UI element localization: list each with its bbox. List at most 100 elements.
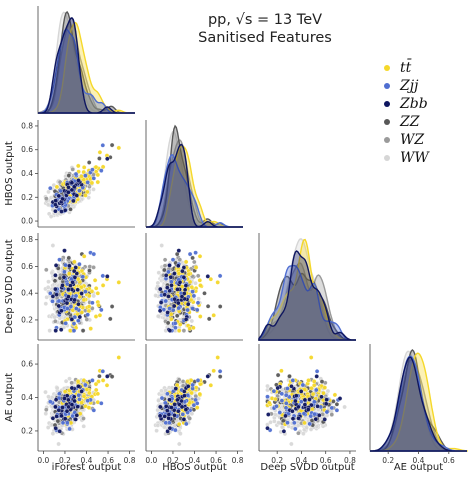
scatter-point-ww — [178, 431, 183, 436]
scatter-point-wz — [87, 264, 93, 269]
scatter-point-zjj — [77, 397, 82, 402]
scatter-point-zjj — [170, 257, 176, 262]
scatter-point-zbb — [58, 327, 64, 332]
scatter-point-wz — [53, 319, 58, 324]
scatter-point-ww — [189, 318, 195, 324]
scatter-point-zbb — [176, 248, 182, 253]
scatter-point-zz — [217, 304, 223, 309]
scatter-point-zbb — [59, 209, 64, 214]
scatter-point-ww — [86, 195, 91, 200]
scatter-point-zjj — [67, 426, 72, 432]
scatter-point-zbb — [50, 416, 56, 421]
scatter-point-zjj — [77, 188, 82, 193]
scatter-point-zbb — [167, 328, 173, 333]
scatter-point-zbb — [53, 208, 58, 214]
scatter-point-zbb — [176, 263, 181, 269]
scatter-point-tt — [186, 271, 192, 277]
scatter-point-tt — [95, 291, 101, 296]
scatter-point-zbb — [66, 404, 71, 410]
scatter-point-tt — [187, 326, 192, 331]
scatter-point-wz — [44, 196, 49, 201]
scatter-point-tt — [81, 254, 87, 259]
scatter-point-ww — [50, 243, 56, 248]
scatter-point-zbb — [180, 268, 185, 274]
scatter-point-zbb — [75, 404, 80, 409]
scatter-point-zjj — [90, 300, 95, 306]
scatter-point-tt — [67, 271, 72, 276]
scatter-point-zbb — [169, 283, 174, 288]
scatter-point-ww — [43, 411, 49, 416]
scatter-point-tt — [54, 184, 60, 190]
scatter-point-wz — [177, 257, 183, 262]
scatter-point-tt — [191, 325, 196, 331]
scatter-point-zjj — [91, 408, 97, 413]
scatter-point-zjj — [195, 300, 201, 306]
scatter-point-tt — [97, 313, 103, 318]
scatter-point-zbb — [165, 310, 170, 315]
scatter-point-tt — [87, 390, 92, 396]
scatter-point-wz — [192, 259, 197, 265]
scatter-point-zz — [108, 316, 113, 322]
scatter-point-zbb — [60, 283, 65, 288]
scatter-point-zbb — [64, 300, 70, 306]
scatter-point-zjj — [71, 328, 77, 333]
scatter-point-ww — [156, 398, 161, 403]
scatter-point-zjj — [167, 306, 172, 311]
scatter-point-tt — [93, 314, 99, 319]
scatter-point-zbb — [68, 283, 73, 288]
scatter-point-zbb — [72, 398, 77, 404]
scatter-point-zbb — [76, 301, 81, 307]
scatter-point-tt — [97, 150, 103, 155]
scatter-point-zbb — [74, 193, 80, 198]
scatter-point-zjj — [48, 185, 53, 191]
scatter-point-zjj — [190, 306, 195, 311]
scatter-point-zjj — [173, 321, 178, 326]
scatter-point-zbb — [172, 271, 177, 276]
scatter-point-tt — [197, 254, 203, 259]
scatter-point-tt — [100, 378, 106, 383]
scatter-point-zjj — [217, 273, 223, 279]
scatter-point-zbb — [72, 297, 77, 303]
scatter-point-zbb — [181, 275, 187, 280]
scatter-point-tt — [81, 177, 86, 182]
scatter-point-zjj — [194, 307, 200, 313]
scatter-point-zbb — [53, 263, 59, 268]
scatter-point-zz — [97, 156, 102, 161]
scatter-point-zjj — [73, 171, 79, 177]
scatter-point-tt — [197, 278, 203, 283]
scatter-point-tt — [198, 283, 203, 288]
scatter-point-zbb — [66, 294, 71, 299]
scatter-point-ww — [43, 389, 48, 395]
scatter-point-tt — [93, 381, 99, 387]
scatter-point-zbb — [53, 328, 58, 333]
scatter-point-zjj — [57, 391, 62, 397]
scatter-point-ww — [48, 214, 54, 219]
scatter-point-wz — [69, 380, 74, 386]
scatter-point-zbb — [183, 317, 189, 322]
scatter-point-zbb — [185, 301, 191, 307]
scatter-point-ww — [91, 293, 96, 299]
scatter-point-wz — [162, 263, 168, 268]
scatter-point-zz — [162, 267, 167, 273]
scatter-point-zbb — [172, 296, 177, 302]
scatter-point-zbb — [53, 397, 59, 402]
scatter-point-zjj — [83, 173, 88, 178]
scatter-point-wz — [181, 328, 187, 333]
scatter-point-zjj — [85, 312, 90, 317]
scatter-point-zjj — [56, 298, 62, 304]
scatter-point-zbb — [162, 292, 167, 297]
scatter-point-zjj — [191, 293, 197, 299]
scatter-point-ww — [45, 285, 51, 290]
scatter-point-ww — [46, 189, 51, 195]
scatter-point-ww — [159, 243, 164, 248]
scatter-point-tt — [198, 314, 203, 319]
scatter-point-tt — [116, 355, 122, 360]
scatter-point-zbb — [177, 280, 183, 285]
scatter-point-zbb — [176, 300, 181, 306]
scatter-point-zbb — [61, 274, 67, 280]
scatter-point-tt — [81, 165, 87, 170]
scatter-point-zbb — [50, 294, 56, 299]
scatter-point-zjj — [63, 262, 68, 268]
scatter-point-ww — [154, 428, 159, 433]
scatter-point-zjj — [163, 298, 169, 304]
